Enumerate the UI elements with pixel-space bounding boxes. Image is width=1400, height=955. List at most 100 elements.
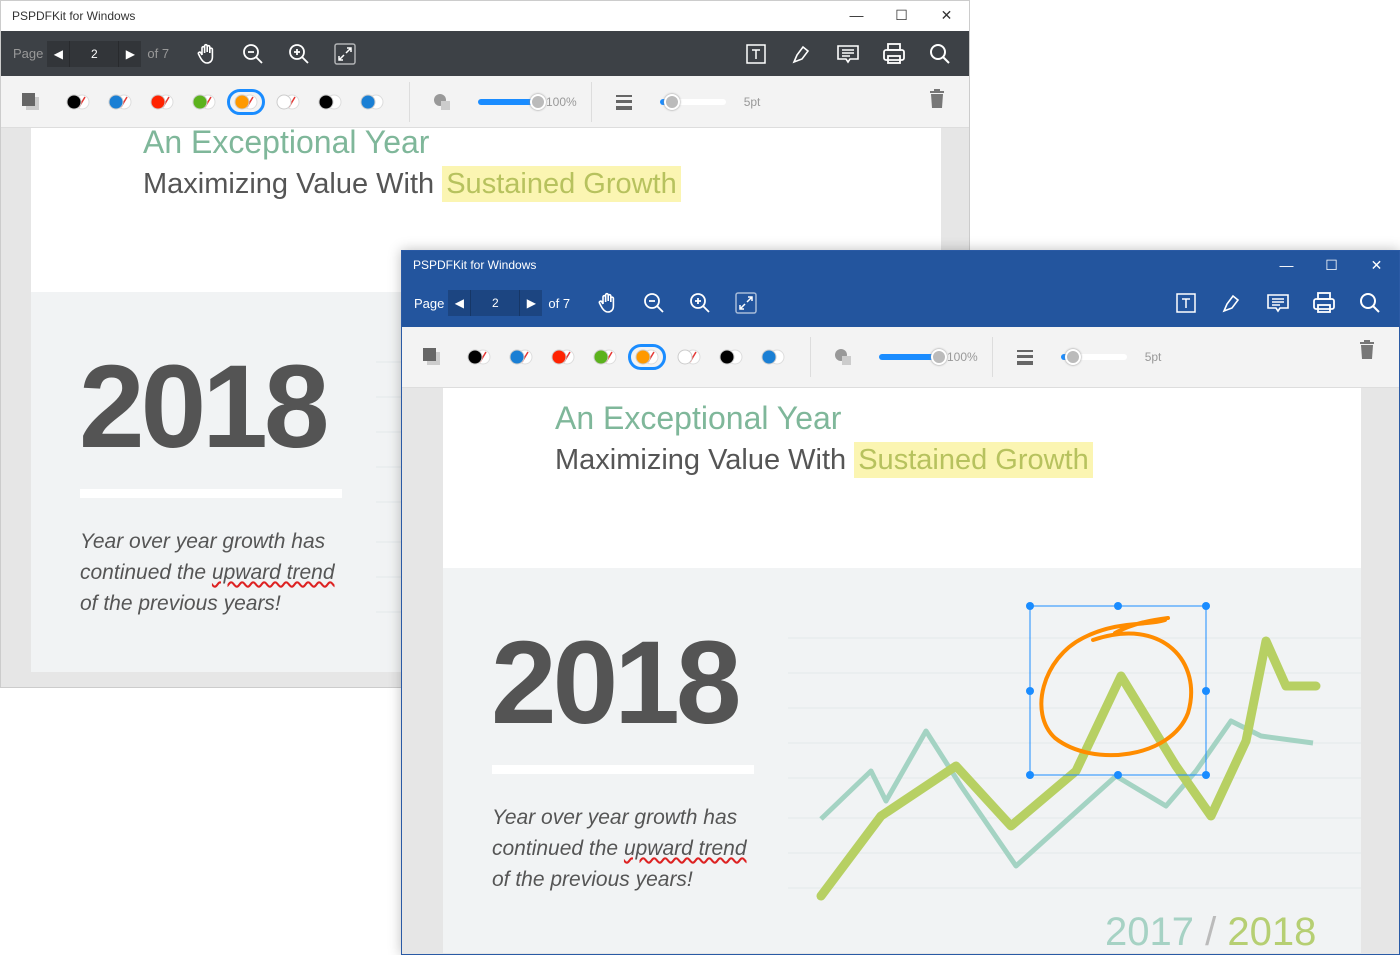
print-button[interactable] xyxy=(1306,288,1342,318)
fit-page-button[interactable] xyxy=(327,39,363,69)
close-button[interactable]: ✕ xyxy=(1370,256,1383,273)
color-swatch-icon xyxy=(677,349,701,365)
color-swatch-icon xyxy=(761,349,785,365)
next-page-button[interactable]: ▶ xyxy=(526,296,536,310)
delete-button[interactable] xyxy=(919,84,955,114)
maximize-button[interactable]: ☐ xyxy=(895,6,908,23)
zoom-in-icon xyxy=(289,43,309,64)
color-swatch[interactable] xyxy=(353,89,391,115)
opacity-slider[interactable] xyxy=(879,349,947,365)
title-bar: PSPDFKit for Windows — ☐ ✕ xyxy=(1,1,969,31)
color-swatch[interactable] xyxy=(143,89,181,115)
zoom-in-button[interactable] xyxy=(682,288,718,318)
trash-icon xyxy=(1360,340,1374,359)
growth-chart xyxy=(788,602,1361,901)
thickness-slider[interactable] xyxy=(1060,349,1127,365)
search-button[interactable] xyxy=(922,39,958,69)
next-page-button[interactable]: ▶ xyxy=(125,46,135,61)
thickness-slider-handle[interactable] xyxy=(664,93,681,110)
divider xyxy=(492,765,754,774)
color-swatch[interactable] xyxy=(227,88,265,115)
comment-button[interactable] xyxy=(1260,288,1296,318)
opacity-slider[interactable] xyxy=(478,93,546,110)
document-title: An Exceptional Year xyxy=(143,128,430,160)
hand-icon xyxy=(197,43,214,64)
search-icon xyxy=(930,43,950,64)
search-icon xyxy=(1360,293,1380,313)
text-annotation-button[interactable] xyxy=(1168,288,1204,318)
thickness-value: 5pt xyxy=(743,94,761,109)
color-swatch[interactable] xyxy=(628,344,666,370)
document-subtitle: Maximizing Value With Sustained Growth xyxy=(143,166,681,202)
color-swatch[interactable] xyxy=(101,89,139,115)
color-swatch-icon xyxy=(509,349,533,365)
zoom-in-icon xyxy=(690,293,710,313)
previous-page-button[interactable]: ◀ xyxy=(53,46,63,61)
main-toolbar: Page ◀ 2 ▶ of 7 xyxy=(402,279,1399,327)
text-box-icon xyxy=(1176,293,1196,313)
style-presets-button[interactable] xyxy=(414,342,450,372)
page-label: Page xyxy=(13,46,44,61)
delete-button[interactable] xyxy=(1349,335,1385,365)
misspelled-word: upward trend xyxy=(623,837,747,860)
color-swatch[interactable] xyxy=(311,89,349,115)
page-navigator: ◀ 2 ▶ xyxy=(47,40,142,67)
thickness-slider[interactable] xyxy=(659,93,726,110)
text-annotation-button[interactable] xyxy=(738,39,774,69)
color-swatch[interactable] xyxy=(586,344,624,370)
minimize-button[interactable]: — xyxy=(849,7,864,23)
color-swatch[interactable] xyxy=(269,89,307,115)
color-swatch[interactable] xyxy=(460,344,498,370)
zoom-out-button[interactable] xyxy=(235,39,271,69)
thickness-slider-handle[interactable] xyxy=(1065,349,1082,365)
color-swatch[interactable] xyxy=(185,89,223,115)
page-number-input[interactable]: 2 xyxy=(69,40,120,67)
ink-button[interactable] xyxy=(1214,288,1250,318)
style-presets-button[interactable] xyxy=(13,87,49,117)
color-swatch-icon xyxy=(551,349,575,365)
ink-button[interactable] xyxy=(784,39,820,69)
color-swatch[interactable] xyxy=(670,344,708,370)
line-width-icon xyxy=(1016,350,1033,365)
document-subtitle: Maximizing Value With Sustained Growth xyxy=(555,442,1093,478)
opacity-slider-handle[interactable] xyxy=(530,93,546,110)
search-button[interactable] xyxy=(1352,288,1388,318)
pan-button[interactable] xyxy=(590,288,626,318)
maximize-button[interactable]: ☐ xyxy=(1325,256,1338,273)
color-swatch[interactable] xyxy=(754,344,792,370)
main-toolbar: Page ◀ 2 ▶ of 7 xyxy=(1,31,969,76)
highlight-annotation[interactable]: Sustained Growth xyxy=(442,166,681,202)
body-line-2: continued the upward trend xyxy=(492,833,747,864)
label-2017: 2017 xyxy=(1105,910,1194,954)
selection-box xyxy=(1026,602,1210,779)
color-swatch[interactable] xyxy=(502,344,540,370)
previous-page-button[interactable]: ◀ xyxy=(454,296,464,310)
highlight-annotation[interactable]: Sustained Growth xyxy=(854,442,1093,478)
fit-page-button[interactable] xyxy=(728,288,764,318)
comment-button[interactable] xyxy=(830,39,866,69)
color-swatch[interactable] xyxy=(59,89,97,115)
layers-icon xyxy=(22,92,39,110)
body-line-3: of the previous years! xyxy=(492,868,693,891)
page-navigator: ◀ 2 ▶ xyxy=(448,290,543,316)
close-button[interactable]: ✕ xyxy=(940,6,953,23)
series-2017-line xyxy=(819,718,1314,869)
pan-button[interactable] xyxy=(189,39,225,69)
print-button[interactable] xyxy=(876,39,912,69)
color-swatch[interactable] xyxy=(712,344,750,370)
zoom-in-button[interactable] xyxy=(281,39,317,69)
zoom-out-button[interactable] xyxy=(636,288,672,318)
document-viewport[interactable]: An Exceptional Year Maximizing Value Wit… xyxy=(402,388,1399,954)
opacity-slider-handle[interactable] xyxy=(931,349,947,365)
foreground-window: PSPDFKit for Windows — ☐ ✕ Page ◀ 2 ▶ of… xyxy=(401,250,1400,955)
page-number-input[interactable]: 2 xyxy=(470,290,521,316)
body-line-3: of the previous years! xyxy=(80,592,281,615)
label-2018: 2018 xyxy=(1227,910,1317,954)
minimize-button[interactable]: — xyxy=(1279,257,1294,273)
year-heading: 2018 xyxy=(491,617,742,749)
zoom-out-icon xyxy=(243,43,263,64)
hand-icon xyxy=(598,292,615,313)
chart-gridlines xyxy=(788,637,1361,889)
page-label: Page xyxy=(414,295,445,311)
color-swatch[interactable] xyxy=(544,344,582,370)
